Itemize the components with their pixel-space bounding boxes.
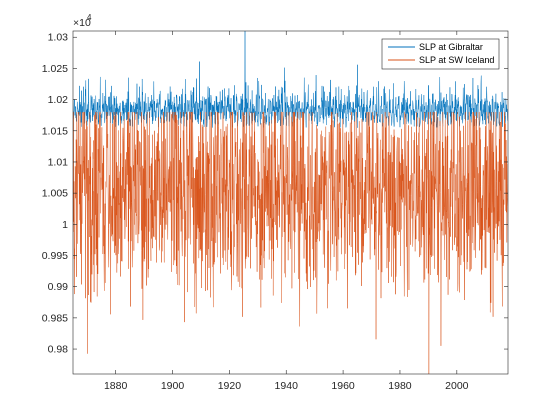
y-tick-label: 1: [62, 219, 68, 231]
x-tick-label: 1980: [388, 380, 412, 392]
y-exponent-base: ×10: [73, 17, 91, 29]
series-line-iceland: [73, 111, 508, 374]
legend-label-iceland: SLP at SW Iceland: [419, 55, 494, 65]
x-tick-label: 1940: [275, 380, 299, 392]
y-tick-label: 0.985: [42, 312, 68, 324]
y-tick-label: 0.98: [48, 344, 69, 356]
x-tick-label: 1900: [161, 380, 185, 392]
y-tick-label: 0.99: [48, 281, 69, 293]
y-exponent: ×10 4: [73, 13, 92, 29]
y-tick-label: 1.01: [48, 156, 69, 168]
legend-box: [381, 38, 500, 70]
y-tick-label: 0.995: [42, 250, 68, 262]
y-tick-label: 1.02: [48, 94, 69, 106]
axes-box: [72, 30, 509, 375]
y-exponent-power: 4: [87, 13, 92, 22]
legend: SLP at Gibraltar SLP at SW Iceland: [381, 38, 500, 70]
x-tick-label: 1920: [218, 380, 242, 392]
x-tick-label: 1880: [104, 380, 128, 392]
y-tick-label: 1.03: [48, 32, 69, 44]
y-tick-label: 1.005: [42, 188, 68, 200]
ticks-layer: 1880 1900 1920 1940 1960 1980 2000 0.98 0.985 0.9…: [42, 31, 508, 392]
legend-label-gibraltar: SLP at Gibraltar: [419, 42, 483, 52]
x-tick-label: 1960: [331, 380, 355, 392]
series-layer: [73, 31, 508, 374]
y-tick-label: 1.025: [42, 63, 68, 75]
x-tick-label: 2000: [445, 380, 469, 392]
series-line-gibraltar: [73, 31, 508, 128]
y-tick-label: 1.015: [42, 125, 68, 137]
